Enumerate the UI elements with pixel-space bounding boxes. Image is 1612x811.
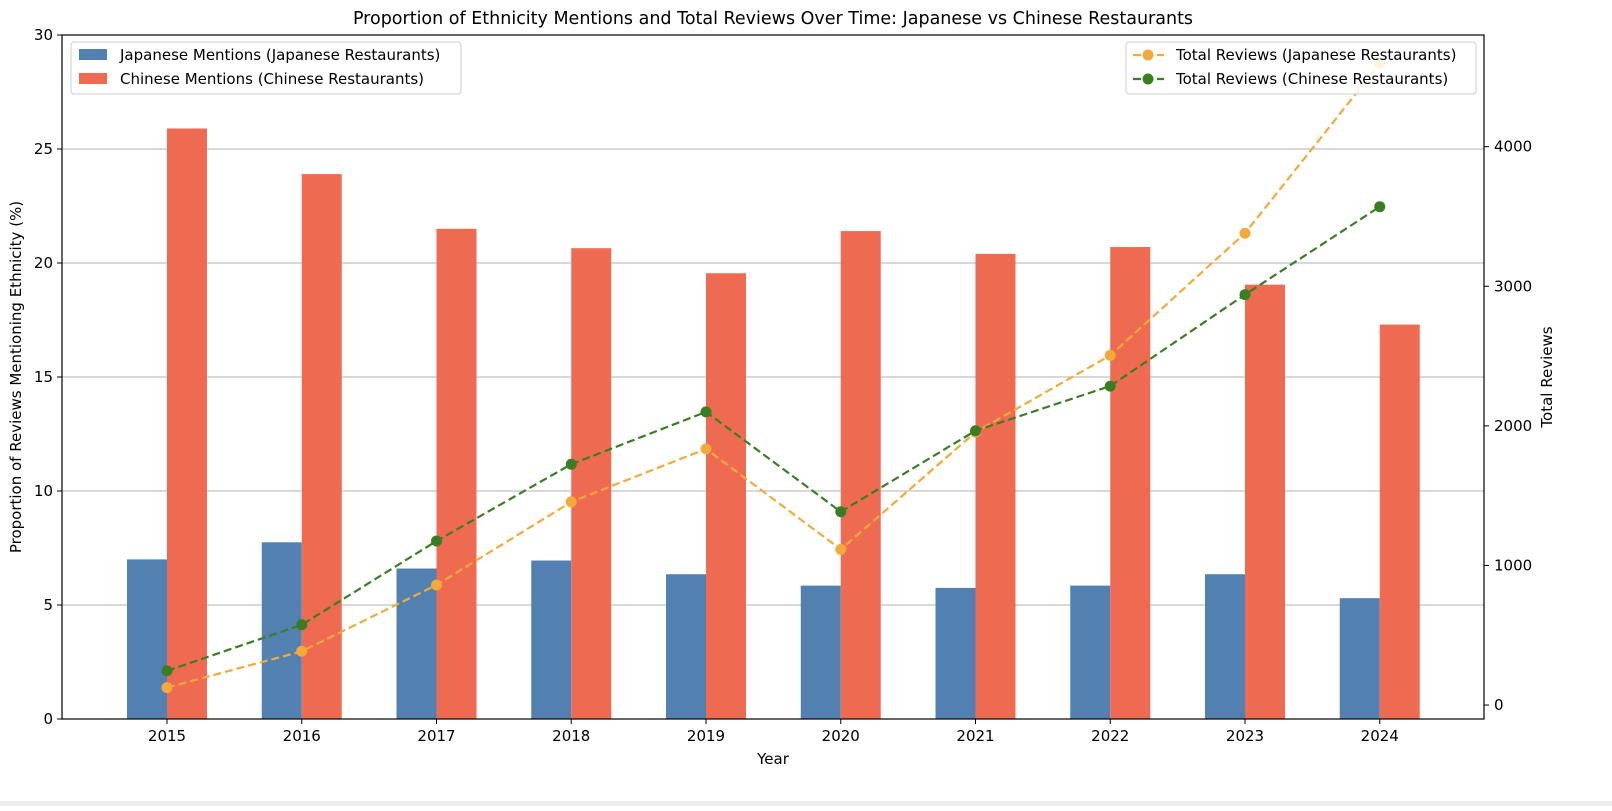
y-tick-label-25: 25 <box>34 140 53 158</box>
y2-tick-label-3000: 3000 <box>1494 277 1532 295</box>
legend-bars: Japanese Mentions (Japanese Restaurants)… <box>71 42 461 94</box>
bar-chinese-2019 <box>706 273 746 719</box>
y2-tick-label-4000: 4000 <box>1494 138 1532 156</box>
axes-layer: 0 5 10 15 20 25 30 0 1000 2000 3000 4000 2015 2016 201… <box>34 26 1532 745</box>
x-tick-label-2015: 2015 <box>148 727 186 745</box>
point-chinese-2019 <box>701 406 712 417</box>
point-japanese-2016 <box>296 646 307 657</box>
x-tick-label-2017: 2017 <box>417 727 455 745</box>
y2-tick-label-0: 0 <box>1494 696 1504 714</box>
x-tick-label-2023: 2023 <box>1226 727 1264 745</box>
bar-chinese-2015 <box>167 128 207 719</box>
lines-layer <box>162 58 1386 693</box>
y-tick-label-20: 20 <box>34 254 53 272</box>
bar-japanese-2021 <box>936 588 976 719</box>
point-japanese-2020 <box>835 544 846 555</box>
point-chinese-2017 <box>431 536 442 547</box>
point-japanese-2015 <box>162 682 173 693</box>
bar-chinese-2016 <box>302 174 342 719</box>
chart-title: Proportion of Ethnicity Mentions and Tot… <box>353 9 1193 29</box>
y-tick-label-30: 30 <box>34 26 53 44</box>
x-tick-label-2019: 2019 <box>687 727 725 745</box>
bar-chinese-2018 <box>571 248 611 719</box>
y2-tick-label-2000: 2000 <box>1494 417 1532 435</box>
bar-japanese-2022 <box>1070 586 1110 719</box>
x-tick-label-2020: 2020 <box>822 727 860 745</box>
y-tick-label-5: 5 <box>43 596 53 614</box>
bar-japanese-2023 <box>1205 574 1245 719</box>
legend-lines: Total Reviews (Japanese Restaurants) Tota… <box>1126 42 1476 94</box>
bar-chinese-2021 <box>976 254 1016 719</box>
bar-japanese-2020 <box>801 586 841 719</box>
bars-layer <box>127 128 1420 719</box>
point-japanese-2023 <box>1240 228 1251 239</box>
legend-swatch-bar-1 <box>79 73 107 84</box>
bar-chinese-2024 <box>1380 325 1420 719</box>
point-chinese-2021 <box>970 425 981 436</box>
point-chinese-2015 <box>162 665 173 676</box>
x-tick-label-2024: 2024 <box>1361 727 1399 745</box>
x-tick-label-2018: 2018 <box>552 727 590 745</box>
legend-label-line-1: Total Reviews (Chinese Restaurants) <box>1175 70 1448 88</box>
x-tick-label-2022: 2022 <box>1091 727 1129 745</box>
point-japanese-2022 <box>1105 350 1116 361</box>
bottom-strip <box>0 801 1612 806</box>
point-chinese-2020 <box>835 506 846 517</box>
y-tick-label-15: 15 <box>34 368 53 386</box>
legend-swatch-bar-0 <box>79 49 107 60</box>
line-japanese-total-reviews <box>167 64 1380 688</box>
bar-chinese-2022 <box>1110 247 1150 719</box>
bar-japanese-2024 <box>1340 598 1380 719</box>
bar-japanese-2019 <box>666 574 706 719</box>
bar-chinese-2023 <box>1245 285 1285 719</box>
x-tick-label-2016: 2016 <box>283 727 321 745</box>
point-chinese-2018 <box>566 459 577 470</box>
bar-japanese-2015 <box>127 559 167 719</box>
point-japanese-2018 <box>566 496 577 507</box>
legend-label-line-0: Total Reviews (Japanese Restaurants) <box>1175 46 1456 64</box>
x-tick-label-2021: 2021 <box>956 727 994 745</box>
point-chinese-2022 <box>1105 381 1116 392</box>
bar-chinese-2020 <box>841 231 881 719</box>
legend-label-bar-1: Chinese Mentions (Chinese Restaurants) <box>120 70 424 88</box>
point-chinese-2024 <box>1374 201 1385 212</box>
x-axis-label: Year <box>756 750 790 768</box>
point-japanese-2019 <box>701 443 712 454</box>
bar-japanese-2018 <box>531 561 571 719</box>
legend-label-bar-0: Japanese Mentions (Japanese Restaurants) <box>119 46 440 64</box>
bar-chinese-2017 <box>437 229 477 719</box>
y2-tick-label-1000: 1000 <box>1494 556 1532 574</box>
y-tick-label-0: 0 <box>43 710 53 728</box>
legend-marker-1 <box>1143 74 1154 85</box>
point-japanese-2017 <box>431 579 442 590</box>
point-chinese-2016 <box>296 619 307 630</box>
y2-axis-label: Total Reviews <box>1538 326 1556 428</box>
legend-marker-0 <box>1143 50 1154 61</box>
point-chinese-2023 <box>1240 289 1251 300</box>
y-axis-label: Proportion of Reviews Mentioning Ethnici… <box>7 201 25 553</box>
bar-japanese-2017 <box>397 569 437 719</box>
y-tick-label-10: 10 <box>34 482 53 500</box>
